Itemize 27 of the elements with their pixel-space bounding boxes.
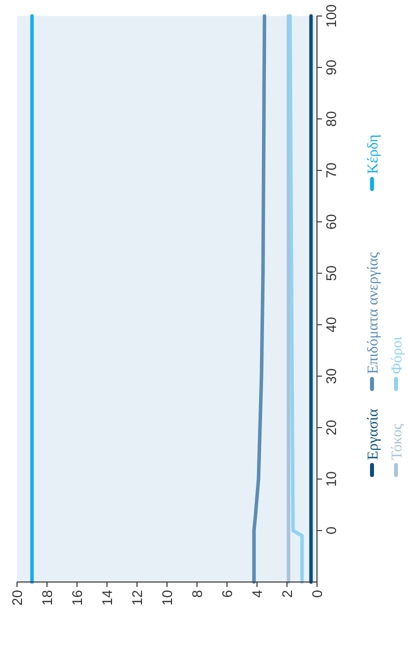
y-tick-label: 30 (323, 368, 340, 384)
text: Φόροι (389, 336, 406, 374)
y-tick-label: 10 (323, 471, 340, 487)
y-tick-label: 50 (323, 265, 340, 282)
text: Τόκος (389, 424, 406, 460)
x-tick-label: 12 (128, 590, 145, 606)
y-tick-label: 70 (323, 162, 340, 178)
x-tick-label: 14 (98, 590, 115, 606)
x-tick-label: 2 (278, 590, 295, 598)
x-tick-label: 8 (188, 590, 205, 598)
x-tick-label: 10 (158, 590, 175, 606)
y-tick-label: 0 (323, 526, 340, 534)
text: Εργασία (365, 408, 382, 460)
y-tick-label: 40 (323, 316, 340, 333)
y-tick-label: 90 (323, 59, 340, 76)
text: Κέρδη (365, 134, 382, 174)
x-tick-label: 18 (38, 590, 55, 606)
y-tick-label: 80 (323, 110, 340, 127)
x-tick-label: 20 (8, 590, 25, 606)
x-tick-label: 4 (248, 590, 265, 598)
x-tick-label: 16 (68, 590, 85, 606)
x-tick-label: 6 (218, 590, 235, 598)
y-tick-label: 60 (323, 214, 340, 230)
y-tick-label: 100 (323, 4, 340, 28)
x-tick-label: 0 (308, 590, 325, 598)
y-tick-label: 20 (323, 420, 340, 436)
text: Επιδόματα ανεργίας (365, 252, 382, 374)
